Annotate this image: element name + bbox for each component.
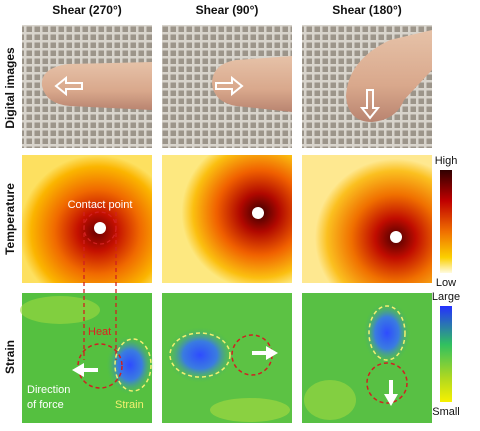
photo xyxy=(22,25,152,148)
column-title: Shear (270°) xyxy=(52,3,122,17)
annotation: Strain xyxy=(115,399,144,411)
strain-outline xyxy=(114,338,152,392)
heat-outline xyxy=(366,362,408,404)
colorbar-label: Small xyxy=(432,406,460,418)
photo xyxy=(162,25,292,148)
temperature-map xyxy=(302,155,432,283)
heat-outline xyxy=(77,343,123,389)
annotation: of force xyxy=(27,399,64,411)
annotation: Contact point xyxy=(68,199,133,211)
contact-dot xyxy=(390,231,402,243)
colorbar-label: Large xyxy=(432,291,460,303)
colorbar xyxy=(440,306,452,402)
strain-outline xyxy=(368,305,406,361)
photo xyxy=(302,25,432,148)
column-title: Shear (180°) xyxy=(332,3,402,17)
colorbar-label: Low xyxy=(436,277,456,289)
row-label: Temperature xyxy=(3,183,17,255)
colorbar xyxy=(440,170,452,273)
strain-outline xyxy=(169,332,231,378)
temperature-map xyxy=(162,155,292,283)
contact-dot xyxy=(94,222,106,234)
row-label: Digital images xyxy=(3,47,17,129)
force-arrow xyxy=(72,363,98,377)
column-title: Shear (90°) xyxy=(196,3,259,17)
force-arrow xyxy=(384,380,398,406)
annotation: Direction xyxy=(27,384,70,396)
row-label: Strain xyxy=(3,340,17,374)
strain-map xyxy=(302,293,432,423)
force-arrow xyxy=(252,346,278,360)
strain-map xyxy=(20,293,154,423)
colorbar-label: High xyxy=(435,155,458,167)
guide-line xyxy=(83,211,117,360)
contact-dot xyxy=(252,207,264,219)
annotation: Heat xyxy=(88,326,111,338)
strain-map xyxy=(162,293,292,423)
